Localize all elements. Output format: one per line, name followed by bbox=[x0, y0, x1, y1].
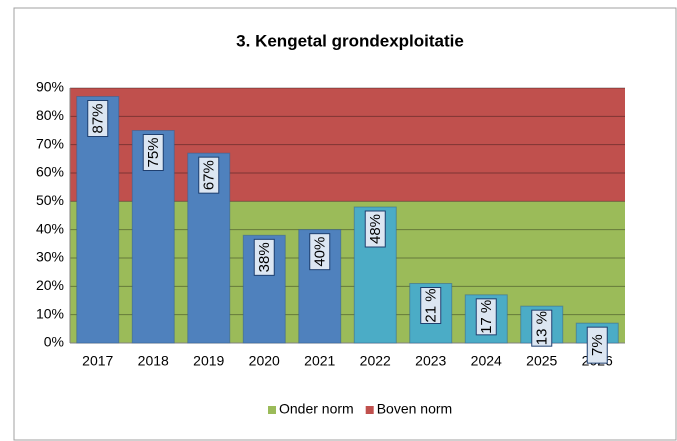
value-label-group: 75% bbox=[142, 134, 164, 171]
value-label: 38% bbox=[256, 242, 273, 272]
value-label-box bbox=[142, 134, 164, 171]
value-label: 40% bbox=[312, 237, 329, 267]
y-tick-label: 20% bbox=[36, 277, 64, 293]
value-label: 7% bbox=[589, 334, 606, 356]
y-tick-label: 0% bbox=[44, 334, 64, 350]
value-label-group: 40% bbox=[309, 233, 331, 271]
x-tick-label: 2017 bbox=[82, 353, 113, 369]
legend-label: Boven norm bbox=[377, 401, 452, 417]
value-label-box bbox=[87, 100, 109, 137]
value-label-box bbox=[253, 238, 275, 276]
value-label-group: 67% bbox=[198, 156, 220, 194]
y-tick-label: 40% bbox=[36, 220, 64, 236]
y-tick-label: 60% bbox=[36, 164, 64, 180]
value-label-group: 87% bbox=[87, 100, 109, 137]
y-tick-label: 70% bbox=[36, 135, 64, 151]
legend-swatch bbox=[268, 406, 276, 414]
x-tick-label: 2020 bbox=[249, 353, 280, 369]
x-tick-label: 2024 bbox=[471, 353, 502, 369]
x-tick-label: 2023 bbox=[415, 353, 446, 369]
value-label-group: 17 % bbox=[475, 298, 497, 336]
legend-swatch bbox=[365, 406, 374, 414]
value-label-group: 7% bbox=[586, 326, 608, 364]
value-label-group: 48% bbox=[364, 210, 386, 248]
value-label-group: 38% bbox=[253, 238, 275, 276]
value-label-box bbox=[420, 287, 442, 324]
y-tick-label: 80% bbox=[36, 107, 64, 123]
y-tick-label: 10% bbox=[36, 305, 64, 321]
value-label-box bbox=[586, 326, 608, 364]
value-label: 21 % bbox=[423, 288, 440, 322]
value-label: 67% bbox=[201, 160, 218, 190]
value-label-group: 13 % bbox=[531, 309, 553, 347]
value-label: 48% bbox=[367, 214, 384, 244]
value-label-group: 21 % bbox=[420, 287, 442, 324]
value-label-box bbox=[364, 210, 386, 248]
y-tick-label: 50% bbox=[36, 192, 64, 208]
value-label-box bbox=[475, 298, 497, 336]
x-tick-label: 2019 bbox=[193, 353, 224, 369]
value-label: 87% bbox=[90, 103, 107, 133]
value-label-box bbox=[531, 309, 553, 347]
value-label: 17 % bbox=[478, 300, 495, 334]
bar bbox=[76, 96, 120, 344]
legend-label: Onder norm bbox=[279, 401, 354, 417]
value-label-box bbox=[198, 156, 220, 194]
x-tick-label: 2018 bbox=[138, 353, 169, 369]
x-tick-label: 2025 bbox=[526, 353, 557, 369]
value-label-box bbox=[309, 233, 331, 271]
y-tick-label: 90% bbox=[36, 79, 64, 95]
chart-title: 3. Kengetal grondexploitatie bbox=[236, 31, 464, 50]
x-tick-label: 2022 bbox=[360, 353, 391, 369]
value-label: 75% bbox=[145, 137, 162, 167]
value-label: 13 % bbox=[534, 311, 551, 345]
y-tick-label: 30% bbox=[36, 249, 64, 265]
x-tick-label: 2021 bbox=[304, 353, 335, 369]
